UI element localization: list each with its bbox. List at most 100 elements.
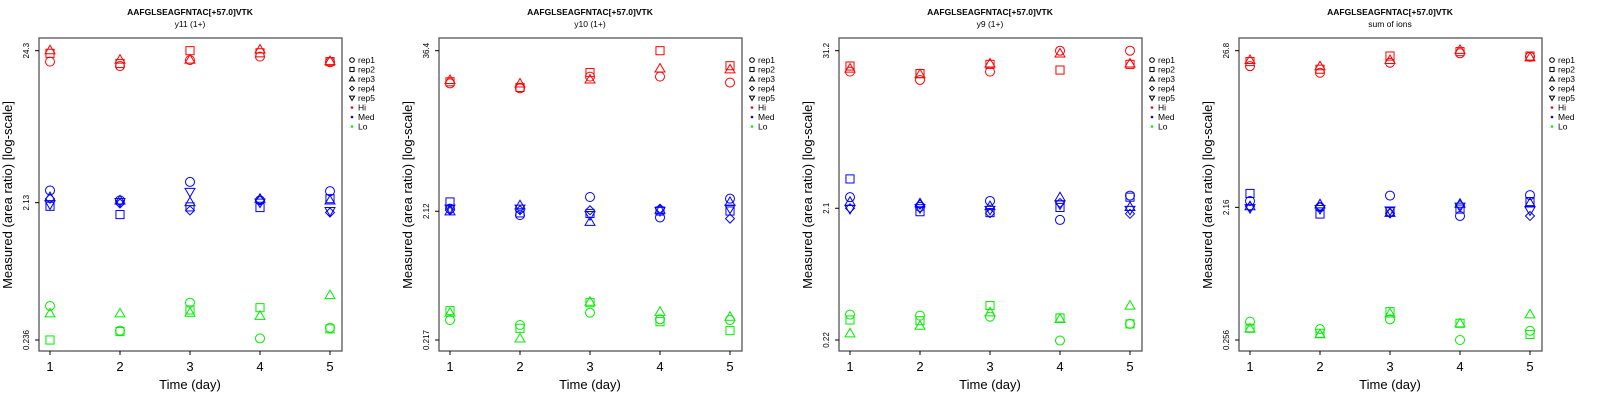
data-point-hi-rep3 (184, 53, 196, 64)
legend-dot-lo (350, 125, 354, 128)
data-point-med-rep1 (655, 212, 665, 223)
data-point-med-rep5 (444, 204, 456, 215)
data-point-med-rep3 (584, 215, 596, 226)
data-point-hi-rep3 (984, 57, 996, 68)
scatter-plot: AAFGLSEAGFNTAC[+57.0]VTK y9 (1+) 31.2 2.1 0.… (800, 7, 1175, 392)
data-point-lo-rep3 (844, 327, 856, 338)
data-point-med-rep4 (844, 203, 856, 214)
data-point-hi-rep1 (1245, 61, 1255, 72)
legend-symbol-rep5 (1548, 95, 1556, 102)
legend-symbol-rep2 (749, 66, 755, 73)
data-point-lo-rep1 (1455, 335, 1465, 345)
legend-dot-hi (1150, 106, 1154, 109)
legend-label: Hi (1558, 103, 1566, 113)
legend-label: rep2 (1158, 65, 1175, 75)
data-point-med-rep5 (514, 204, 526, 215)
legend-symbol-rep1 (1549, 57, 1555, 63)
data-point-med-rep4 (1054, 197, 1066, 209)
data-point-med-rep4 (1124, 208, 1136, 220)
legend-symbol-rep1 (749, 57, 755, 63)
series-med (444, 191, 736, 226)
data-point-hi-rep1 (1055, 45, 1065, 56)
data-point-med-rep4 (584, 205, 596, 216)
legend-label: Med (358, 112, 375, 122)
legend-symbol-rep5 (748, 95, 756, 102)
y-tick-label: 0.217 (422, 329, 431, 350)
legend-symbol-rep1 (349, 57, 355, 63)
data-point-hi-rep2 (325, 57, 335, 67)
data-point-lo-rep2 (985, 300, 995, 311)
series-med (1244, 188, 1536, 222)
legend-dot-med (1150, 115, 1154, 119)
data-point-lo-rep3 (914, 319, 926, 330)
data-point-med-rep2 (1245, 188, 1255, 199)
data-point-hi-rep3 (914, 68, 926, 79)
data-point-hi-rep1 (45, 56, 55, 67)
legend-symbol-rep5 (348, 95, 356, 102)
data-point-hi-rep3 (324, 55, 336, 66)
series-hi (444, 46, 736, 94)
chart-panel: AAFGLSEAGFNTAC[+57.0]VTK y9 (1+) 31.2 2.1 0.… (800, 0, 1200, 400)
data-point-hi-rep2 (1315, 64, 1325, 74)
data-point-hi-rep3 (44, 44, 56, 55)
data-point-lo-rep1 (585, 307, 595, 318)
series-med (44, 176, 336, 220)
x-tick-label: 4 (1456, 359, 1463, 374)
data-point-lo-rep1 (655, 314, 665, 325)
legend-label: rep2 (1558, 65, 1575, 75)
legend-symbol-rep3 (1548, 75, 1556, 82)
data-point-med-rep4 (724, 213, 736, 224)
data-point-hi-rep2 (1385, 51, 1395, 61)
data-point-med-rep5 (1524, 206, 1536, 217)
x-tick-label: 4 (656, 359, 663, 374)
x-tick-label: 4 (1056, 359, 1063, 374)
x-tick-label: 3 (986, 359, 993, 374)
data-point-lo-rep2 (915, 316, 925, 326)
data-point-hi-rep2 (655, 46, 665, 56)
x-tick-label: 2 (916, 359, 923, 374)
data-point-med-rep2 (845, 174, 855, 184)
data-point-lo-rep3 (1384, 307, 1396, 318)
data-point-med-rep5 (44, 200, 56, 211)
data-point-hi-rep3 (514, 77, 526, 88)
data-point-hi-rep1 (915, 74, 925, 85)
data-point-lo-rep3 (584, 295, 596, 306)
legend-symbol-rep3 (348, 75, 356, 82)
data-point-med-rep4 (44, 193, 56, 204)
data-point-lo-rep3 (1244, 322, 1256, 333)
data-point-med-rep5 (114, 197, 126, 209)
data-point-med-rep5 (324, 207, 336, 218)
data-point-hi-rep1 (725, 77, 735, 88)
data-point-lo-rep3 (724, 310, 736, 321)
plot-frame (1238, 37, 1543, 352)
data-point-hi-rep3 (1454, 43, 1466, 54)
data-point-lo-rep3 (444, 306, 456, 317)
x-tick-label: 3 (186, 359, 193, 374)
legend-dot-hi (1550, 106, 1554, 109)
data-point-med-rep1 (1055, 214, 1065, 225)
x-tick-label: 5 (326, 359, 333, 374)
data-point-hi-rep2 (845, 61, 855, 71)
data-point-hi-rep3 (584, 73, 596, 84)
data-point-med-rep5 (1454, 202, 1466, 213)
data-point-lo-rep1 (1055, 335, 1065, 346)
chart-subtitle: sum of ions (1368, 19, 1411, 29)
data-point-lo-rep3 (1524, 308, 1536, 319)
data-point-med-rep2 (725, 206, 735, 216)
x-tick-label: 1 (446, 359, 453, 374)
data-point-hi-rep2 (185, 46, 195, 56)
data-point-hi-rep3 (1124, 57, 1136, 68)
x-axis-label: Time (day) (959, 377, 1021, 392)
legend-label: rep3 (758, 74, 775, 84)
legend-symbol-rep5 (1148, 95, 1156, 102)
data-point-med-rep5 (914, 204, 926, 215)
data-point-med-rep4 (1524, 210, 1536, 222)
legend-label: rep1 (1558, 55, 1575, 65)
legend-label: rep4 (358, 84, 375, 94)
legend-label: Lo (1558, 122, 1568, 132)
legend-symbol-rep3 (748, 75, 756, 82)
data-point-hi-rep3 (654, 62, 666, 73)
